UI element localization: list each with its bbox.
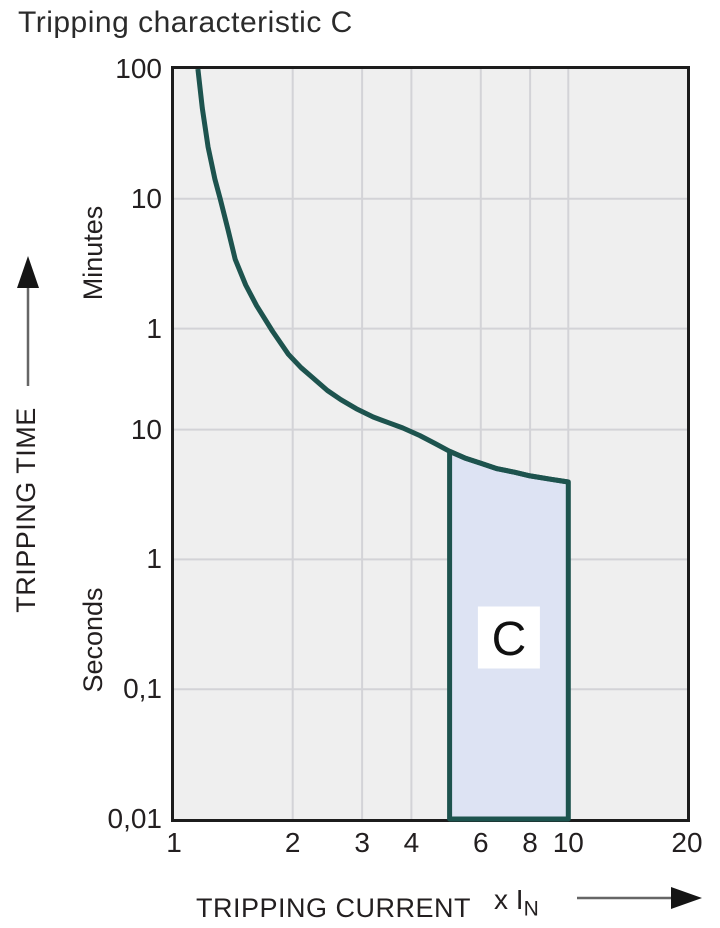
y-tick-label: 0,1	[123, 673, 162, 705]
plot-area: C	[171, 66, 690, 822]
x-tick-label: 6	[473, 827, 489, 858]
y-axis-title: TRIPPING TIME	[11, 407, 41, 613]
x-axis-unit-prefix: x I	[494, 884, 524, 915]
y-tick-label: 1	[146, 543, 162, 575]
page-title: Tripping characteristic C	[18, 6, 353, 39]
y-tick-label: 10	[130, 182, 162, 214]
x-tick-label: 8	[522, 827, 538, 858]
x-tick-label: 3	[354, 827, 370, 858]
x-tick-label: 20	[671, 827, 703, 858]
x-tick-label: 10	[552, 827, 584, 858]
x-axis-right-arrow-icon	[577, 884, 703, 917]
y-tick-label: 100	[115, 53, 162, 84]
region-label: C	[492, 613, 527, 666]
trip-curve-line	[195, 68, 569, 485]
x-tick-label: 4	[403, 827, 420, 858]
trip-curve-chart: C	[174, 68, 687, 822]
region-label-box	[477, 606, 540, 669]
y-tick-label: 10	[130, 413, 162, 445]
x-axis-unit: x IN	[494, 884, 539, 922]
y-tick-label: 1	[146, 312, 162, 344]
y-tick-label: 0,01	[107, 803, 163, 834]
x-tick-label: 1	[166, 827, 182, 858]
x-tick-label: 2	[284, 827, 301, 858]
y-axis-up-arrow-icon	[14, 256, 42, 393]
x-axis-title: TRIPPING CURRENT	[196, 893, 472, 923]
x-axis-unit-subscript: N	[523, 897, 539, 921]
